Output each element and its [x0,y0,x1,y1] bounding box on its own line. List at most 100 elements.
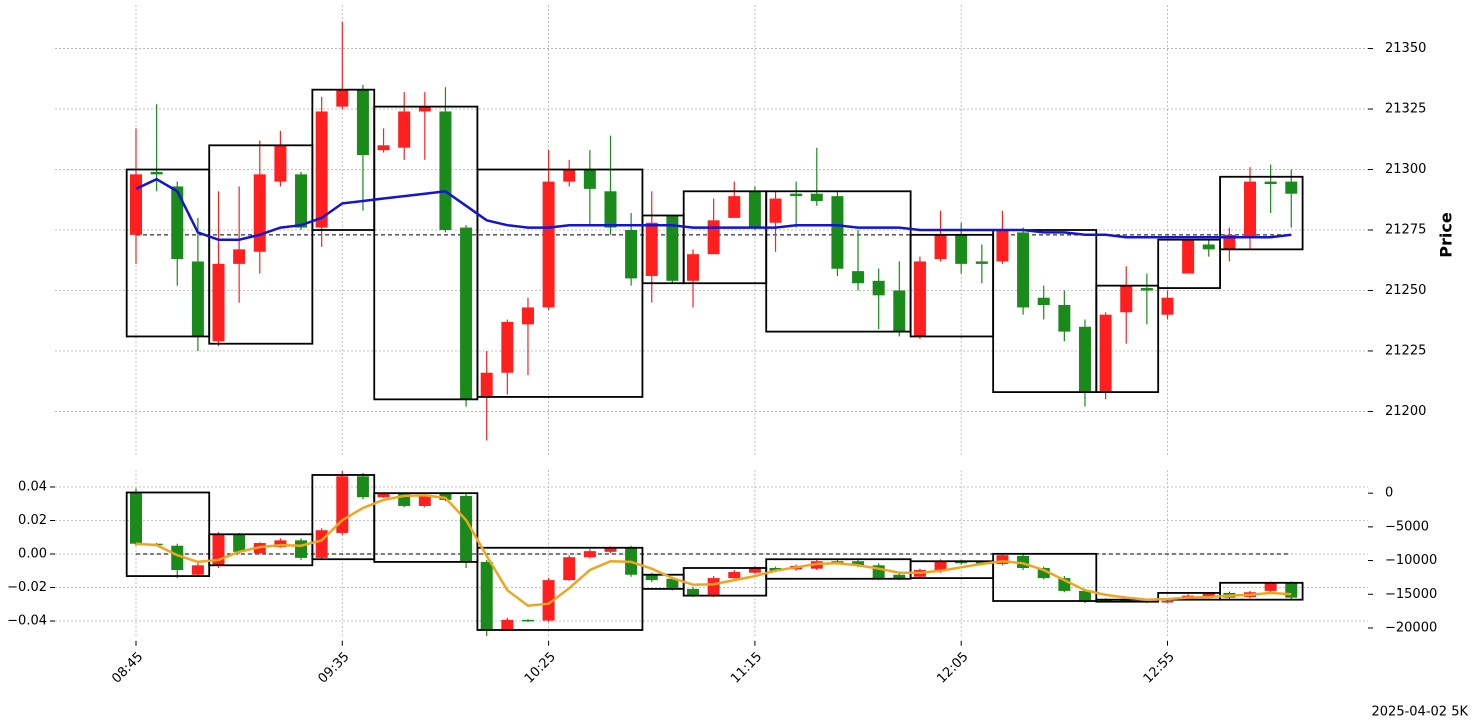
candle-body [996,555,1009,564]
y-tick-label: −0.04 [7,614,47,629]
candle-body [1037,567,1050,579]
candle-body [418,495,431,506]
candle-body [130,492,142,544]
candle-body [934,561,947,571]
candle-body [501,321,514,373]
candle-body [748,567,761,573]
y2-tick-label: −20000 [1385,620,1437,635]
candle-body [191,565,204,575]
candle-body [295,174,308,228]
candle-body [707,220,720,255]
candle-body [1202,593,1215,597]
range-box [1095,284,1160,393]
candle-body [130,174,142,235]
y2-tick-label: −5000 [1385,519,1429,534]
candle-body [748,191,761,228]
candle-body [1161,297,1174,315]
candle-body [171,186,184,260]
candle-body [1058,305,1071,332]
candle-body [521,619,534,622]
y-tick-label: 21350 [1385,41,1426,56]
range-box [992,552,1098,602]
y2-tick-label: 0 [1385,486,1393,501]
y-tick-label: 21325 [1385,102,1426,117]
x-tick-label: 11:15 [728,649,765,686]
candle-body [852,271,865,284]
candle-body [872,280,885,296]
candle-body [418,106,431,112]
y2-tick-label: −10000 [1385,553,1437,568]
candle-body [769,198,782,223]
candle-body [274,145,287,182]
y-tick-label: 0.04 [18,480,47,495]
candle-body [687,588,700,595]
candle-body [1078,326,1091,393]
candle-body [171,545,184,571]
range-box [373,492,479,563]
candle-body [893,290,906,332]
candle-body [191,261,204,337]
candle-body [975,261,988,264]
candle-body [583,551,596,558]
candle-body [315,111,328,228]
range-box [1219,175,1304,251]
x-tick-label: 12:55 [1141,649,1178,686]
candle-body [377,493,390,498]
candle-body [769,567,782,571]
candle-body [1285,181,1298,194]
candle-body [604,547,617,552]
candle-body [1037,297,1050,305]
candle-body [790,193,803,197]
candle-body [253,174,266,252]
candle-body [666,578,679,589]
y-tick-label: 0.02 [18,513,47,528]
candle-body [604,191,617,228]
candle-body [1161,601,1174,603]
y-tick-label: 0.00 [18,547,47,562]
candle-body [583,169,596,189]
candle-body [460,227,473,400]
candle-body [501,619,514,630]
candle-body [1264,181,1277,185]
candle-body [439,111,452,230]
candle-body [955,234,968,264]
x-tick-label: 12:05 [934,649,971,686]
y-tick-label: 21200 [1385,404,1426,419]
candle-body [666,215,679,281]
candle-body [728,196,741,218]
candle-body [728,572,741,579]
range-box [1219,581,1304,601]
candle-body [1078,590,1091,602]
candle-body [707,578,720,595]
y-tick-label: −0.02 [7,580,47,595]
candle-body [1017,232,1030,308]
candle-body [150,171,163,175]
candle-body [852,561,865,566]
x-tick-label: 10:25 [522,649,559,686]
candle-body [1099,314,1112,393]
y-tick-label: 21300 [1385,162,1426,177]
candle-body [542,580,555,621]
range-box [476,546,644,631]
candle-body [1120,285,1133,313]
candle-body [893,574,906,579]
candle-body [934,234,947,260]
candle-body [377,145,390,151]
y-tick-label: 21225 [1385,343,1426,358]
x-tick-label: 08:45 [109,649,146,686]
candle-body [1244,181,1257,238]
candle-body [687,254,700,281]
candle-body [542,181,555,308]
candle-body [356,476,369,498]
average-line [135,493,1292,607]
range-box [1095,598,1160,603]
average-line [135,177,1292,241]
y-tick-label: 21275 [1385,223,1426,238]
candle-body [295,540,308,558]
candle-body [1202,244,1215,250]
candle-body [645,574,658,581]
y2-tick-label: −15000 [1385,587,1437,602]
candle-body [1182,239,1195,274]
x-tick-label: 09:35 [316,649,353,686]
